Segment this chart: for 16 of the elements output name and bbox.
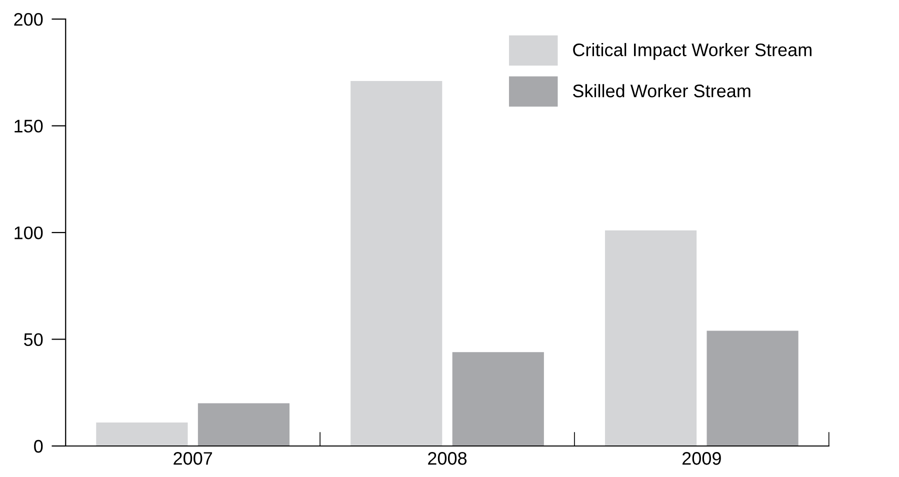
bar — [198, 403, 290, 446]
y-tick-label: 0 — [34, 440, 43, 453]
bar — [452, 352, 544, 446]
y-tick-label: 150 — [14, 120, 43, 133]
y-tick-label: 100 — [14, 226, 43, 240]
legend-label: Critical Impact Worker Stream — [573, 43, 812, 60]
y-tick-label: 50 — [24, 333, 43, 346]
y-tick-label: 200 — [14, 13, 43, 26]
x-tick-label: 2007 — [174, 452, 212, 465]
x-tick-label: 2008 — [428, 452, 467, 465]
bar — [96, 422, 188, 446]
x-tick-label: 2009 — [682, 452, 721, 465]
bar — [604, 230, 697, 446]
bar — [706, 330, 798, 446]
legend-label: Skilled Worker Stream — [572, 84, 750, 98]
bar — [350, 80, 442, 446]
